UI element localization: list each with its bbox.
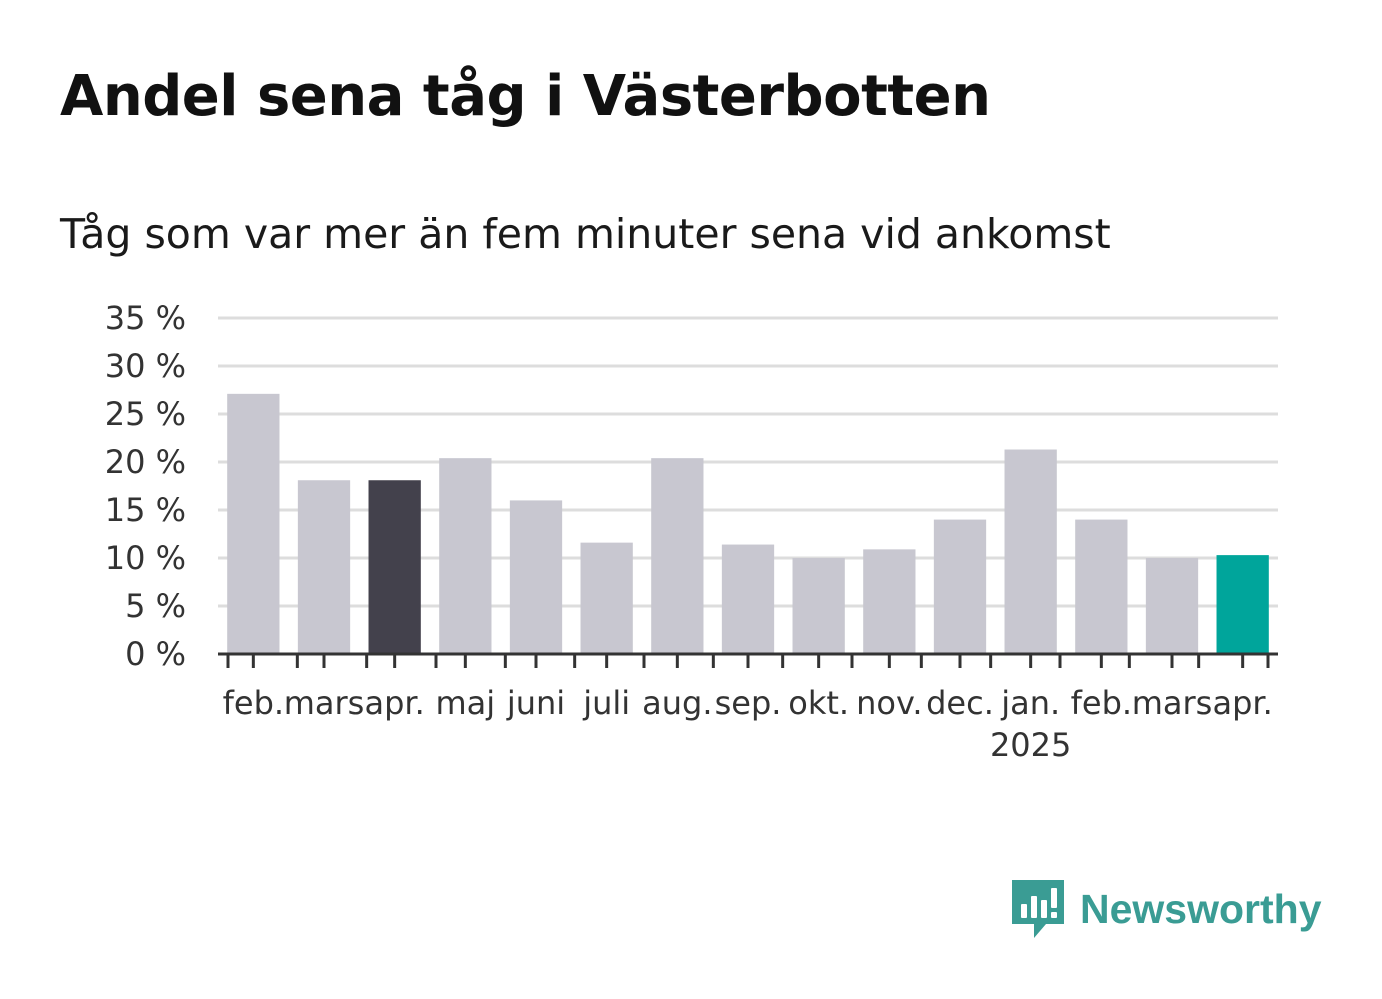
y-tick-label: 10 %: [105, 539, 186, 577]
x-tick-label: okt.: [788, 684, 849, 722]
bar: [1216, 555, 1269, 654]
y-tick-label: 35 %: [105, 299, 186, 337]
x-tick-label: apr.: [365, 684, 425, 722]
x-axis-ticks: feb. mars apr. maj juni juli aug. sep. okt. nov. d…: [223, 684, 1273, 764]
y-tick-label: 20 %: [105, 443, 186, 481]
y-tick-label: 15 %: [105, 491, 186, 529]
x-year-label: 2025: [990, 726, 1071, 764]
bar: [297, 480, 351, 654]
x-tick-label: jan.: [1000, 684, 1060, 722]
x-tick-label: nov.: [856, 684, 922, 722]
x-tick-label: mars: [284, 684, 365, 722]
x-tick-label: juni: [506, 684, 565, 722]
bar: [1004, 449, 1057, 654]
y-tick-label: 25 %: [105, 395, 186, 433]
brand-name: Newsworthy: [1080, 885, 1322, 932]
x-axis: [218, 652, 1278, 668]
bar: [439, 458, 492, 654]
x-tick-label: juli: [582, 684, 630, 722]
bar: [792, 558, 845, 654]
y-tick-label: 0 %: [125, 635, 186, 673]
newsworthy-logo: Newsworthy: [1010, 878, 1322, 940]
x-tick-label: feb.: [223, 684, 284, 722]
x-tick-label: dec.: [926, 684, 994, 722]
bar: [651, 458, 704, 654]
x-tick-label: mars: [1132, 684, 1213, 722]
bar: [509, 500, 563, 654]
chart-subtitle: Tåg som var mer än fem minuter sena vid …: [60, 210, 1111, 258]
y-tick-label: 30 %: [105, 347, 186, 385]
bar: [863, 549, 916, 654]
bar: [933, 519, 987, 654]
bars: [227, 393, 1269, 654]
x-tick-label: aug.: [642, 684, 712, 722]
x-tick-label: sep.: [715, 684, 782, 722]
y-tick-label: 5 %: [125, 587, 186, 625]
y-axis-ticks: 0 % 5 % 10 % 15 % 20 % 25 % 30 % 35 %: [105, 299, 186, 673]
chart-title: Andel sena tåg i Västerbotten: [60, 64, 991, 129]
bar: [368, 480, 421, 654]
newsworthy-chart-icon: [1012, 880, 1064, 938]
x-tick-label: apr.: [1213, 684, 1273, 722]
x-tick-label: feb.: [1071, 684, 1132, 722]
bar: [721, 544, 775, 654]
bar: [1145, 558, 1199, 654]
bar: [580, 542, 633, 654]
x-tick-label: maj: [435, 684, 495, 722]
bar: [1075, 519, 1128, 654]
bar: [227, 393, 280, 654]
